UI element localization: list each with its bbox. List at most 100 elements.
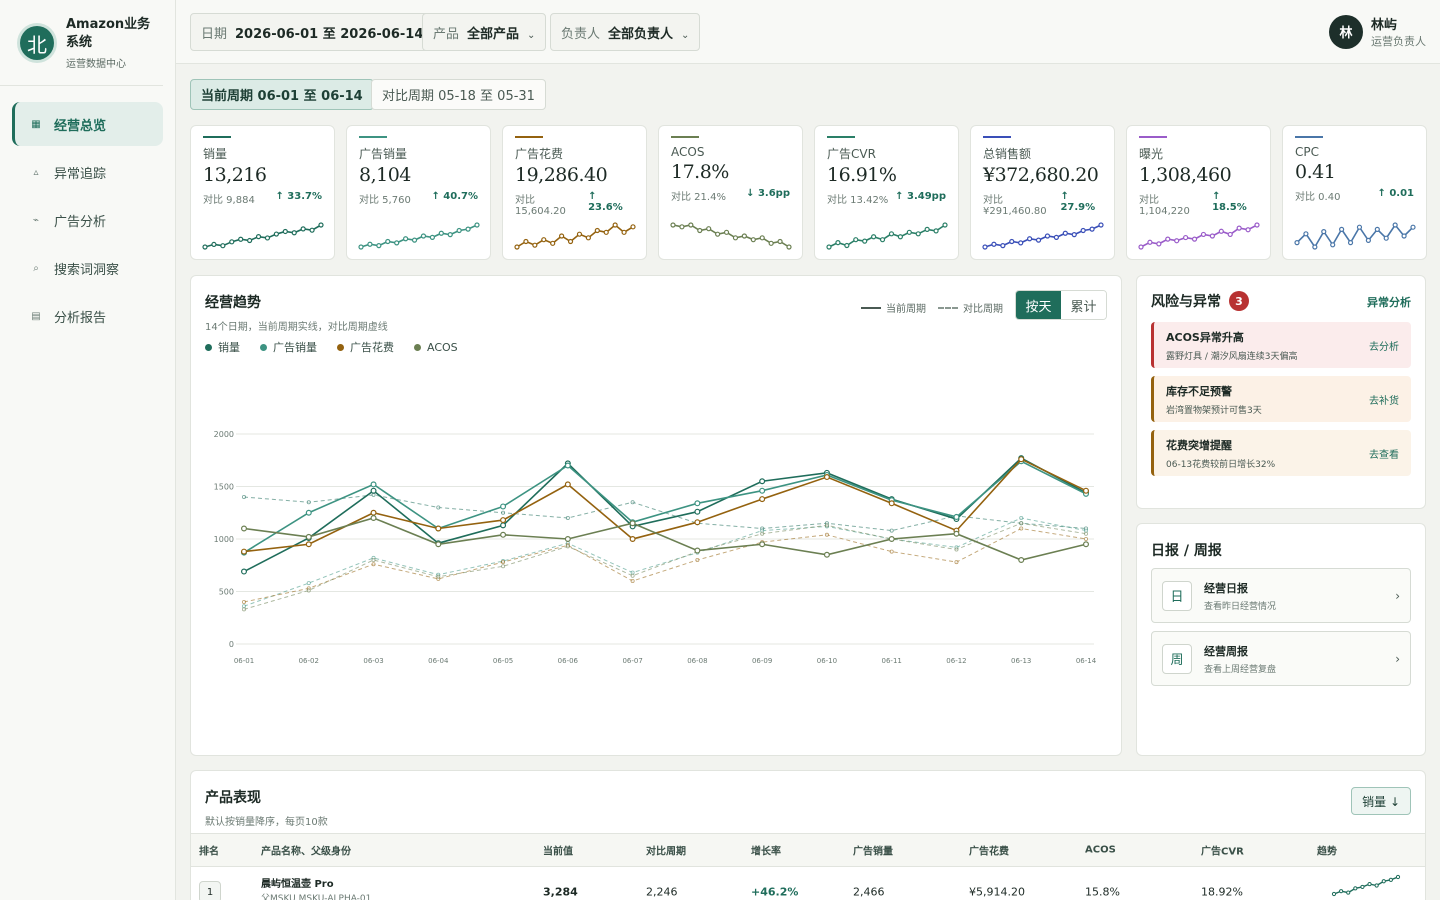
kpi-card[interactable]: 销量 13,216 对比 9,884 ↑ 33.7% xyxy=(190,125,335,260)
sort-button[interactable]: 销量 ↓ xyxy=(1351,787,1411,815)
compare-point xyxy=(371,492,376,497)
kpi-sparkline xyxy=(1138,222,1260,250)
sparkline-point xyxy=(1330,242,1336,248)
kpi-card[interactable]: 广告花费 19,286.40 对比 15,604.20 ↑ 23.6% xyxy=(502,125,647,260)
user-menu[interactable]: 林 林屿 运营负责人 xyxy=(1329,14,1426,49)
y-tick-label: 1500 xyxy=(214,483,234,492)
report-card-title: 经营日报 xyxy=(1204,581,1248,595)
table-row[interactable]: 1 晨屿恒温壶 Pro 父MSKU MSKU-ALPHA-01 3,284 2,… xyxy=(191,867,1425,900)
compare-point xyxy=(954,547,959,552)
kpi-change: ↑ 3.49pp xyxy=(895,191,946,202)
owner-filter-value: 全部负责人 xyxy=(608,26,674,42)
kpi-accent xyxy=(827,136,855,138)
weekly-report-card[interactable]: 周 经营周报 查看上周经营复盘 › xyxy=(1151,631,1411,686)
risk-item-action[interactable]: 去补货 xyxy=(1369,396,1399,407)
kpi-card[interactable]: ACOS 17.8% 对比 21.4% ↓ 3.6pp xyxy=(658,125,803,260)
column-header[interactable]: 广告销量 xyxy=(853,846,893,858)
kpi-sparkline xyxy=(670,222,792,250)
column-header[interactable]: ACOS xyxy=(1085,844,1116,856)
sidebar-item-ads[interactable]: ⌁ 广告分析 xyxy=(12,198,163,242)
risk-item-title: 花费突增提醒 xyxy=(1166,439,1232,452)
sidebar-item-anomaly[interactable]: ▵ 异常追踪 xyxy=(12,150,163,194)
cumulative-button[interactable]: 累计 xyxy=(1061,291,1106,319)
user-name: 林屿 xyxy=(1371,18,1398,33)
risk-item[interactable]: 花费突增提醒 06-13花费较前日增长32% 去查看 xyxy=(1151,430,1411,476)
kpi-value: 19,286.40 xyxy=(515,164,608,186)
legend-item[interactable]: 销量 xyxy=(205,339,240,355)
sparkline-point xyxy=(1071,232,1077,238)
compare-point xyxy=(242,604,247,609)
kpi-card[interactable]: 广告销量 8,104 对比 5,760 ↑ 40.7% xyxy=(346,125,491,260)
risk-item-action[interactable]: 去查看 xyxy=(1369,450,1399,461)
kpi-card[interactable]: 广告CVR 16.91% 对比 13.42% ↑ 3.49pp xyxy=(814,125,959,260)
daily-report-card[interactable]: 日 经营日报 查看昨日经营情况 › xyxy=(1151,568,1411,623)
column-header[interactable]: 当前值 xyxy=(543,846,573,858)
risk-item-action[interactable]: 去分析 xyxy=(1369,342,1399,353)
kpi-accent xyxy=(359,136,387,138)
risk-item[interactable]: 库存不足预警 岩湾置物架预计可售3天 去补货 xyxy=(1151,376,1411,422)
sparkline-point xyxy=(723,229,730,235)
user-role: 运营负责人 xyxy=(1371,35,1426,48)
brand: 北 Amazon业务系统 运营数据中心 xyxy=(0,0,163,86)
product-name[interactable]: 晨屿恒温壶 Pro xyxy=(261,879,334,890)
column-header[interactable]: 对比周期 xyxy=(646,846,686,858)
compare-period-legend: 对比周期 xyxy=(963,304,1003,315)
kpi-card[interactable]: CPC 0.41 对比 0.40 ↑ 0.01 xyxy=(1282,125,1427,260)
column-header[interactable]: 排名 xyxy=(199,846,219,858)
column-header[interactable]: 增长率 xyxy=(751,846,781,858)
sparkline-point xyxy=(1098,222,1104,228)
x-tick-label: 06-12 xyxy=(946,657,966,665)
sidebar-item-search-terms[interactable]: ⌕ 搜索词洞察 xyxy=(12,246,163,290)
sidebar-item-reports[interactable]: ▤ 分析报告 xyxy=(12,294,163,338)
risk-count-badge: 3 xyxy=(1229,291,1249,311)
sparkline-point xyxy=(1174,238,1180,244)
sparkline-point xyxy=(1294,240,1300,246)
compare-point xyxy=(436,574,441,579)
kpi-card[interactable]: 曝光 1,308,460 对比 1,104,220 ↑ 18.5% xyxy=(1126,125,1271,260)
column-header[interactable]: 产品名称、父级身份 xyxy=(261,846,351,858)
data-point xyxy=(823,551,830,558)
legend-item[interactable]: 广告销量 xyxy=(260,339,317,355)
sparkline-point xyxy=(247,237,253,244)
owner-filter[interactable]: 负责人 全部负责人 ⌄ xyxy=(550,13,701,51)
sparkline-path xyxy=(1333,876,1399,895)
sparkline-point xyxy=(768,240,774,246)
sparkline-point xyxy=(1191,236,1198,242)
product-sku: 父MSKU MSKU-ALPHA-01 xyxy=(261,894,372,900)
column-header[interactable]: 广告CVR xyxy=(1201,846,1244,858)
x-tick-label: 06-05 xyxy=(493,657,513,665)
product-filter[interactable]: 产品 全部产品 ⌄ xyxy=(422,13,547,51)
current-period-button[interactable]: 当前周期 06-01 至 06-14 xyxy=(190,79,374,110)
compare-point xyxy=(436,505,441,510)
compare-period-button[interactable]: 对比周期 05-18 至 05-31 xyxy=(371,79,546,110)
sidebar: 北 Amazon业务系统 运营数据中心 ▦ 经营总览 ▵ 异常追踪 ⌁ 广告分析… xyxy=(0,0,176,900)
kpi-accent xyxy=(203,136,231,138)
sparkline-point xyxy=(264,235,271,241)
sparkline-point xyxy=(420,233,427,239)
sparkline-point xyxy=(523,238,529,245)
ad-spend: ¥5,914.20 xyxy=(969,885,1025,899)
kpi-value: 1,308,460 xyxy=(1139,164,1232,186)
column-header[interactable]: 广告花费 xyxy=(969,846,1009,858)
legend-item[interactable]: ACOS xyxy=(414,339,458,355)
legend-item[interactable]: 广告花费 xyxy=(337,339,394,355)
sparkline-point xyxy=(202,244,208,250)
report-card-title: 经营周报 xyxy=(1204,644,1248,658)
risk-item[interactable]: ACOS异常升高 露野灯具 / 潮汐风扇连续3天偏高 去分析 xyxy=(1151,322,1411,368)
owner-filter-label: 负责人 xyxy=(561,26,601,42)
sparkline-point xyxy=(220,243,226,249)
anomaly-analysis-link[interactable]: 异常分析 xyxy=(1367,296,1411,309)
kpi-compare: 对比 1,104,220 xyxy=(1139,195,1190,217)
kpi-label: 广告CVR xyxy=(827,147,876,161)
brand-name: Amazon业务系统 xyxy=(66,17,151,50)
data-point xyxy=(370,487,377,494)
daily-button[interactable]: 按天 xyxy=(1016,291,1061,319)
report-panel: 日报 / 周报 日 经营日报 查看昨日经营情况 › 周 经营周报 查看上周经营复… xyxy=(1136,523,1426,756)
kpi-card[interactable]: 总销售额 ¥372,680.20 对比 ¥291,460.80 ↑ 27.9% xyxy=(970,125,1115,260)
y-tick-label: 1000 xyxy=(214,535,234,544)
sparkline-point xyxy=(915,231,921,237)
date-filter[interactable]: 日期 2026-06-01 至 2026-06-14 xyxy=(190,13,435,51)
sidebar-item-overview[interactable]: ▦ 经营总览 xyxy=(12,102,163,146)
sparkline-point xyxy=(1245,227,1251,233)
sparkline-point xyxy=(741,233,747,239)
